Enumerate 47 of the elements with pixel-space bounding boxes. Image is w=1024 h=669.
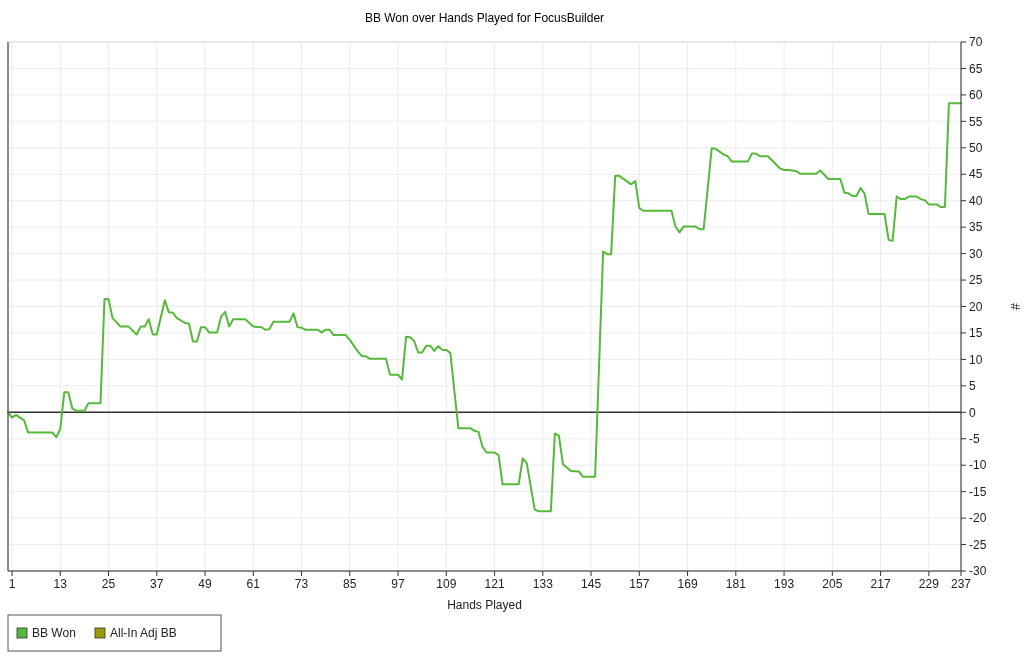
x-axis-title: Hands Played [447, 598, 522, 612]
legend-label: All-In Adj BB [110, 626, 177, 641]
y-tick-label: 40 [969, 193, 983, 208]
x-tick-label: 73 [294, 577, 309, 591]
y-tick-label: 65 [969, 61, 983, 76]
y-tick-label: 10 [969, 352, 983, 367]
x-tick-label: 49 [198, 577, 213, 591]
y-tick-label: 45 [969, 167, 983, 182]
x-tick-label: 1 [8, 577, 16, 591]
x-tick-label: 217 [870, 577, 891, 591]
y-tick-label: 25 [969, 273, 983, 288]
y-tick-label: 30 [969, 246, 983, 261]
x-tick-label: 85 [343, 577, 357, 591]
x-tick-label: 25 [101, 577, 116, 591]
x-tick-label: 237 [950, 577, 972, 591]
x-tick-label: 169 [677, 577, 698, 591]
x-tick-label: 205 [822, 577, 843, 591]
y-tick-label: 15 [969, 326, 983, 341]
x-tick-label: 37 [150, 577, 164, 591]
y-tick-label: -25 [969, 537, 987, 552]
y-tick-label: 5 [969, 379, 976, 394]
y-tick-label: 35 [969, 220, 983, 235]
x-tick-label: 181 [725, 577, 747, 591]
x-tick-label: 193 [774, 577, 795, 591]
x-tick-label: 229 [918, 577, 940, 591]
y-tick-label: 20 [969, 299, 983, 314]
y-tick-label: 50 [969, 141, 983, 155]
x-tick-label: 157 [629, 577, 650, 591]
x-tick-label: 121 [484, 577, 505, 591]
x-tick-label: 61 [246, 577, 261, 591]
x-tick-label: 133 [532, 577, 554, 591]
y-axis-title: # [1008, 303, 1022, 311]
y-tick-label: -30 [969, 564, 987, 579]
x-tick-label: 145 [581, 577, 602, 591]
y-tick-label: -10 [969, 458, 987, 473]
y-tick-label: 60 [969, 88, 983, 103]
y-tick-label: -5 [969, 431, 980, 446]
y-tick-label: 55 [969, 114, 983, 129]
y-tick-label: 0 [969, 405, 976, 420]
x-tick-label: 97 [391, 577, 406, 591]
x-tick-label: 13 [53, 577, 68, 591]
legend-label: BB Won [32, 626, 76, 641]
chart-title: BB Won over Hands Played for FocusBuilder [364, 11, 605, 25]
x-tick-label: 109 [436, 577, 457, 591]
y-tick-label: 70 [969, 35, 983, 50]
y-tick-label: -20 [969, 511, 987, 526]
y-tick-label: -15 [969, 484, 987, 499]
